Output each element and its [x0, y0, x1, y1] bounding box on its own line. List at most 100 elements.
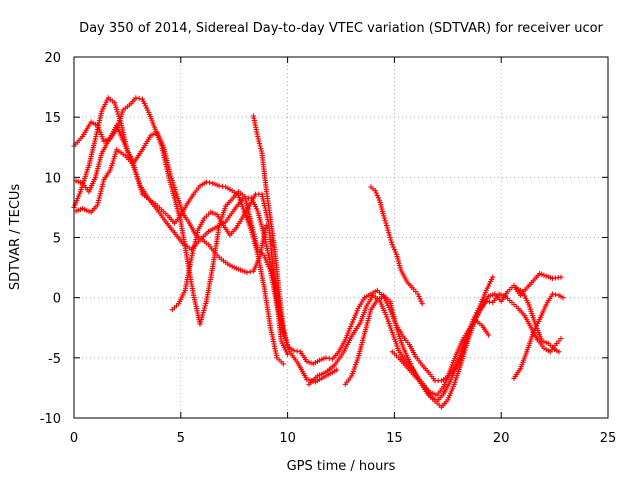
data-point-run	[388, 300, 399, 329]
data-point-run	[279, 340, 290, 355]
data-point	[94, 202, 101, 208]
data-point-run	[491, 293, 501, 303]
data-point-run	[115, 125, 127, 147]
data-point-run	[306, 359, 314, 366]
data-point	[560, 295, 566, 301]
x-tick-label: 25	[600, 431, 617, 446]
series-sat-b	[71, 95, 286, 334]
data-point-run	[214, 252, 222, 260]
data-point-run	[122, 104, 130, 111]
data-point-run	[255, 136, 264, 154]
data-point	[415, 291, 421, 297]
data-point-run	[182, 257, 194, 291]
data-point-run	[406, 281, 415, 290]
data-point-run	[394, 254, 403, 271]
data-point-run	[150, 131, 158, 137]
data-point-run	[448, 353, 459, 372]
data-point-run	[326, 355, 332, 361]
data-point-run	[356, 297, 366, 309]
data-point-run	[517, 307, 526, 317]
data-point-run	[440, 375, 449, 383]
data-point-run	[350, 322, 362, 337]
data-point-run	[287, 345, 295, 352]
data-point	[342, 337, 348, 343]
data-point-run	[128, 97, 137, 106]
data-point-run	[240, 268, 248, 275]
data-point	[112, 100, 118, 106]
data-point-run	[288, 351, 300, 365]
data-point-run	[196, 217, 206, 231]
data-point-run	[210, 210, 218, 217]
data-point-run	[167, 215, 176, 224]
data-point	[383, 311, 389, 318]
data-point-run	[325, 368, 338, 378]
series-sat-d	[73, 147, 286, 367]
data-point-run	[262, 255, 273, 272]
data-point-run	[103, 137, 111, 143]
data-point-run	[384, 314, 395, 333]
data-point	[549, 291, 556, 297]
data-point-run	[343, 323, 354, 341]
data-point-run	[545, 274, 553, 281]
data-point-run	[187, 222, 198, 236]
data-point-run	[276, 291, 286, 329]
data-point-run	[264, 189, 273, 220]
data-point	[490, 274, 496, 280]
data-point-run	[372, 294, 380, 302]
data-point-run	[552, 275, 561, 281]
data-point-run	[381, 215, 390, 231]
data-point-run	[486, 299, 493, 305]
data-point-run	[441, 370, 452, 388]
data-point-run	[161, 209, 169, 217]
data-point-run	[532, 272, 541, 282]
data-point-run	[132, 148, 144, 164]
data-point-run	[416, 378, 426, 388]
data-point-run	[268, 219, 278, 250]
series-sat-e	[169, 191, 291, 357]
data-point-run	[220, 258, 229, 265]
data-point-run	[81, 121, 93, 137]
data-point-run	[414, 356, 424, 366]
data-point-run	[521, 291, 531, 306]
data-point-run	[299, 351, 309, 363]
data-point-run	[401, 335, 411, 346]
data-point-run	[436, 393, 445, 402]
y-axis-label: SDTVAR / TECUs	[8, 184, 23, 291]
data-point-run	[454, 339, 465, 355]
data-point-run	[108, 149, 119, 171]
data-point-run	[207, 244, 216, 254]
data-point-run	[259, 152, 269, 190]
data-point-run	[72, 191, 83, 208]
data-point-run	[251, 115, 260, 137]
data-point-run	[231, 191, 240, 200]
data-point	[483, 298, 489, 304]
data-point-run	[164, 221, 176, 234]
data-point-run	[201, 238, 209, 246]
data-point-run	[383, 294, 391, 302]
data-point-run	[468, 320, 477, 330]
data-point	[558, 274, 564, 280]
data-point	[291, 348, 297, 354]
data-point-run	[428, 394, 436, 402]
data-point-run	[337, 339, 347, 353]
data-point-run	[423, 386, 432, 394]
data-point-run	[173, 215, 182, 224]
data-point-run	[407, 344, 418, 358]
data-point-run	[93, 152, 104, 178]
x-tick-label: 0	[70, 431, 78, 446]
data-point-run	[131, 164, 145, 195]
data-point-run	[317, 370, 327, 378]
data-point-run	[319, 356, 327, 362]
data-point-run	[198, 301, 209, 325]
data-point-run	[377, 199, 386, 217]
data-point-run	[376, 289, 385, 298]
data-point	[419, 301, 425, 307]
data-point	[261, 252, 267, 259]
data-point-run	[527, 304, 538, 325]
data-point-run	[401, 346, 411, 362]
data-point-run	[541, 339, 549, 346]
data-point-run	[362, 309, 373, 335]
data-point-run	[314, 374, 327, 384]
data-point-run	[102, 169, 112, 181]
data-point-run	[416, 293, 424, 304]
